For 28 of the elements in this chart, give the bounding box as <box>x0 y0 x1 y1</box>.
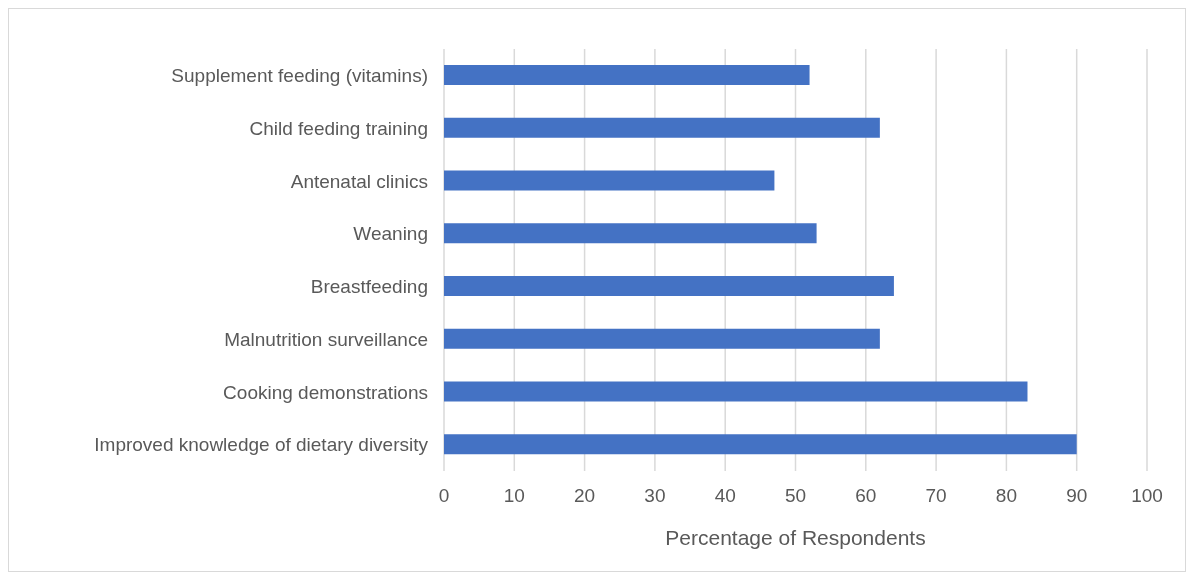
x-tick-label: 30 <box>644 485 666 507</box>
x-tick-label: 40 <box>714 485 736 507</box>
x-tick-label: 70 <box>925 485 947 507</box>
x-tick-label: 10 <box>503 485 525 507</box>
x-tick-label: 0 <box>438 485 450 507</box>
y-tick-label: Malnutrition surveillance <box>224 328 428 350</box>
x-tick-label: 60 <box>855 485 877 507</box>
y-tick-label: Breastfeeding <box>310 276 428 298</box>
x-tick-label: 80 <box>995 485 1017 507</box>
x-tick-label: 90 <box>1066 485 1088 507</box>
x-tick-label: 20 <box>574 485 596 507</box>
x-tick-label: 100 <box>1131 485 1163 507</box>
bar <box>444 170 775 191</box>
y-tick-label: Cooking demonstrations <box>223 381 428 403</box>
bar <box>444 117 880 138</box>
y-tick-label: Improved knowledge of dietary diversity <box>94 434 429 456</box>
x-tick-label: 50 <box>784 485 807 507</box>
x-axis-title: Percentage of Respondents <box>665 526 926 549</box>
y-tick-label: Supplement feeding (vitamins) <box>171 65 428 87</box>
bar <box>444 381 1028 402</box>
y-tick-label: Weaning <box>353 223 428 245</box>
y-tick-label: Child feeding training <box>249 117 428 139</box>
bar <box>444 276 894 296</box>
y-tick-label: Antenatal clinics <box>290 170 428 192</box>
bar <box>444 328 880 349</box>
bar <box>444 434 1077 455</box>
bar <box>444 223 817 244</box>
bar <box>444 65 810 85</box>
